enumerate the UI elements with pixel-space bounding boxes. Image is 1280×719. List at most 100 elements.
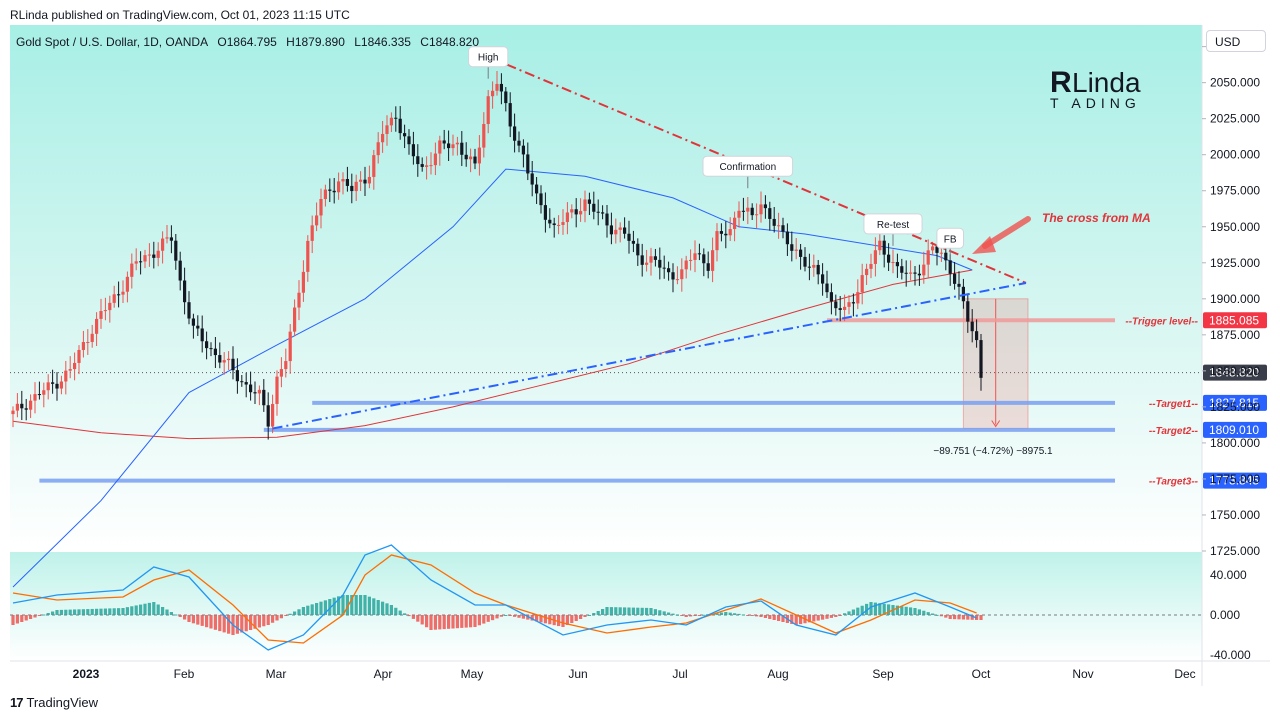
ma-slow-line (12, 269, 973, 440)
macd-histogram-bar (425, 615, 429, 628)
macd-histogram-bar (667, 612, 671, 615)
candle-body (882, 240, 886, 255)
candle-body (200, 328, 204, 342)
y-tick-label: 2050.000 (1210, 76, 1260, 90)
macd-histogram-bar (191, 615, 195, 624)
macd-histogram-bar (693, 615, 697, 616)
candle-body (592, 203, 596, 212)
macd-histogram-bar (117, 608, 121, 615)
svg-text:T ADING: T ADING (1050, 95, 1141, 111)
macd-histogram-bar (957, 615, 961, 620)
candle-body (878, 240, 882, 251)
candle-body (658, 259, 662, 268)
macd-histogram-bar (354, 595, 358, 615)
candle-body (953, 273, 957, 284)
macd-histogram-bar (970, 615, 974, 620)
candle-body (948, 260, 952, 274)
macd-histogram-bar (821, 615, 825, 620)
candle-body (662, 267, 666, 269)
macd-histogram-bar (319, 601, 323, 615)
macd-histogram-bar (196, 615, 200, 625)
candle-body (702, 254, 706, 264)
candle-body (293, 307, 297, 332)
macd-histogram-bar (935, 614, 939, 616)
macd-histogram-bar (812, 615, 816, 622)
macd-histogram-bar (675, 614, 679, 616)
candle-body (266, 405, 270, 427)
tradingview-logo-icon[interactable]: 17 (10, 695, 24, 710)
candle-body (922, 264, 926, 276)
macd-histogram-bar (579, 615, 583, 619)
macd-histogram-bar (913, 608, 917, 615)
candles (11, 71, 983, 440)
candle-body (825, 283, 829, 293)
level-label: --Trigger level-- (1125, 316, 1198, 327)
macd-histogram-bar (315, 603, 319, 615)
candle-body (460, 142, 464, 155)
macd-histogram-bar (143, 603, 147, 615)
y-tick-label: 1975.000 (1210, 184, 1260, 198)
x-tick-label: Oct (972, 667, 991, 681)
macd-histogram-bar (81, 609, 85, 615)
macd-histogram-bar (24, 615, 28, 621)
macd-histogram-bar (917, 609, 921, 615)
macd-histogram-bar (623, 607, 627, 615)
macd-histogram-bar (618, 607, 622, 615)
candle-body (411, 144, 415, 157)
candle-body (939, 252, 943, 254)
candle-body (530, 173, 534, 185)
candle-body (601, 212, 605, 214)
symbol-label[interactable]: Gold Spot / U.S. Dollar, 1D, OANDA (16, 35, 209, 49)
candle-body (759, 204, 763, 215)
candle-body (103, 310, 107, 312)
macd-histogram-bar (561, 615, 565, 627)
macd-histogram-bar (746, 615, 750, 616)
time-axis[interactable]: 2023 Feb Mar Apr May Jun Jul Aug Sep Oct Nov Dec (73, 667, 1196, 681)
macd-histogram-bar (631, 607, 635, 615)
candle-body (944, 252, 948, 261)
macd-histogram-bar (134, 605, 138, 615)
candle-body (323, 189, 327, 200)
candle-body (495, 83, 499, 91)
macd-histogram-bar (130, 606, 134, 615)
candle-body (447, 143, 451, 149)
candle-body (425, 165, 429, 167)
currency-selector[interactable]: USD (1206, 30, 1266, 52)
tradingview-label[interactable]: TradingView (26, 695, 99, 710)
y-tick-label: 1900.000 (1210, 292, 1260, 306)
macd-histogram-bar (442, 615, 446, 630)
candle-body (755, 214, 759, 216)
macd-histogram-bar (473, 615, 477, 627)
candle-body (645, 262, 649, 265)
macd-histogram-bar (183, 615, 187, 620)
macd-histogram-bar (570, 615, 574, 623)
macd-histogram-bar (152, 602, 156, 615)
candle-body (341, 179, 345, 182)
macd-histogram-bar (543, 615, 547, 624)
macd-histogram-bar (477, 615, 481, 626)
candle-body (935, 246, 939, 253)
macd-histogram-bar (394, 607, 398, 615)
candle-body (596, 211, 600, 213)
macd-histogram-bar (596, 611, 600, 615)
macd-histogram-bar (601, 609, 605, 615)
candle-body (851, 302, 855, 304)
macd-histogram-bar (240, 615, 244, 633)
macd-histogram-bar (645, 607, 649, 615)
macd-histogram-bar (939, 615, 943, 617)
annotations: High Confirmation Re-test FB The cross from … (468, 46, 1151, 261)
macd-histogram-bar (856, 607, 860, 615)
candle-body (205, 341, 209, 349)
candle-body (455, 142, 459, 145)
macd-histogram-bar (799, 615, 803, 625)
candle-body (807, 266, 811, 268)
candle-body (86, 341, 90, 343)
macd-histogram-bar (653, 609, 657, 615)
x-tick-label: Sep (872, 667, 894, 681)
macd-histogram-bar (517, 615, 521, 618)
macd-histogram-bar (341, 595, 345, 615)
macd-histogram-bar (464, 615, 468, 628)
candle-body (917, 273, 921, 276)
price-axis[interactable]: 2075.0002050.0002025.0002000.0001975.000… (1202, 40, 1260, 662)
